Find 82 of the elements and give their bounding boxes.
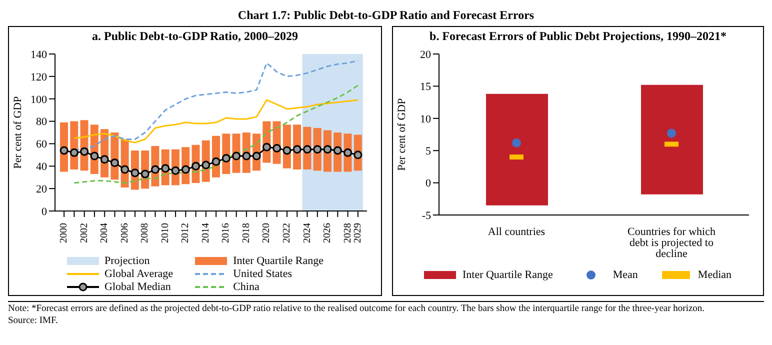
point (323, 145, 332, 154)
y-tick-label: 20 (420, 48, 432, 61)
chart-title: Chart 1.7: Public Debt-to-GDP Ratio and Forecast Errors (236, 8, 536, 23)
point (512, 138, 521, 148)
point (151, 165, 160, 174)
point (110, 158, 119, 168)
point (303, 145, 312, 154)
point (130, 168, 140, 178)
point (100, 155, 109, 164)
x-tick-label: 2020 (261, 223, 272, 243)
x-tick-label: 2012 (180, 223, 192, 243)
legend-label: Projection (104, 255, 151, 267)
x-tick-label: 2000 (58, 223, 70, 243)
y-tick-label: 140 (30, 48, 48, 61)
source-note: Source: IMF. (8, 316, 59, 328)
x-tick-label: 2002 (78, 223, 90, 243)
point (222, 154, 230, 163)
text: Note: *Forecast errors are defined as the projected debt-to-GDP ratio relative to the realised outcome for each country. The bars show the interquartile range for the three-year horizon. (8, 304, 706, 316)
y-axis-title: Per cent of GDP (12, 96, 24, 169)
point (313, 145, 322, 154)
point (140, 170, 150, 178)
point (202, 160, 210, 170)
y-tick-label: 10 (420, 113, 432, 126)
legend-label: Inter Quartile Range (462, 269, 554, 281)
x-tick-label: 2016 (220, 223, 232, 243)
chart-subtitle: a. Public Debt-to-GDP Ratio, 2000–2029 (91, 29, 299, 44)
point (282, 146, 292, 155)
point (667, 128, 676, 138)
y-tick-label: 80 (36, 116, 48, 128)
y-tick-label: 120 (30, 71, 48, 84)
y-axis-title: Per cent of GDP (396, 98, 408, 171)
legend-label: Global Average (104, 268, 174, 280)
x-tick-label: All countries (488, 226, 546, 238)
x-tick-label: Countries for which debt is projected to decline (628, 226, 716, 260)
y-tick-label: 40 (36, 161, 48, 174)
x-tick-label: 2029 (352, 223, 364, 243)
point (333, 146, 342, 155)
point (161, 164, 170, 173)
point (252, 152, 261, 160)
legend-label: China (233, 281, 260, 293)
x-tick-label: 2022 (282, 223, 292, 243)
legend-label: Median (698, 269, 733, 281)
x-tick-label: 2004 (99, 223, 110, 243)
point (80, 147, 89, 156)
point (120, 165, 130, 174)
x-tick-label: 2006 (119, 223, 130, 243)
x-tick-label: 2028 (342, 223, 354, 243)
x-tick-label: 2018 (240, 223, 252, 243)
line-series (73, 99, 359, 144)
x-tick-label: 2026 (322, 223, 334, 243)
y-tick-label: 0 (426, 178, 432, 190)
point (70, 148, 78, 157)
y-tick-label: 60 (36, 138, 48, 151)
point (232, 152, 241, 160)
point (60, 146, 68, 155)
y-tick-label: -5 (422, 210, 432, 222)
point (242, 152, 251, 160)
point (272, 144, 282, 152)
legend-label: United States (233, 268, 294, 280)
y-tick-label: 5 (426, 146, 432, 158)
point (90, 152, 99, 160)
point (181, 165, 190, 174)
x-tick-label: 2008 (140, 223, 151, 243)
point (292, 145, 302, 154)
point (171, 166, 180, 175)
point (344, 148, 352, 157)
line-series (73, 84, 359, 184)
point (192, 162, 200, 170)
y-tick-label: 100 (30, 94, 48, 106)
x-tick-label: 2014 (200, 223, 212, 243)
legend-label: Mean (612, 269, 639, 281)
chart-title: b. Forecast Errors of Public Debt Projections, 1990–2021* (428, 29, 728, 44)
point (212, 157, 220, 166)
y-tick-label: 0 (42, 206, 48, 218)
y-tick-label: 20 (36, 183, 48, 196)
point (262, 142, 271, 152)
point (354, 150, 362, 160)
legend-label: Global Median (104, 281, 172, 293)
x-tick-label: 2010 (160, 223, 171, 243)
x-tick-label: 2024 (302, 223, 313, 243)
legend-label: Inter Quartile Range (233, 255, 324, 267)
y-tick-label: 15 (420, 81, 432, 94)
